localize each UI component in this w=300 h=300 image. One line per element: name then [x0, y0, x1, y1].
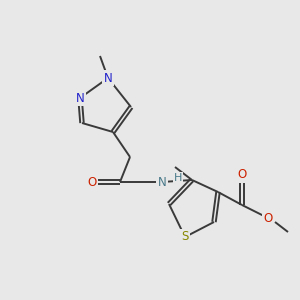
- Text: O: O: [87, 176, 97, 188]
- Text: O: O: [237, 169, 247, 182]
- Text: N: N: [158, 176, 166, 188]
- Text: S: S: [181, 230, 189, 244]
- Text: O: O: [263, 212, 273, 224]
- Text: N: N: [103, 71, 112, 85]
- Text: N: N: [76, 92, 84, 104]
- Text: H: H: [174, 173, 182, 183]
